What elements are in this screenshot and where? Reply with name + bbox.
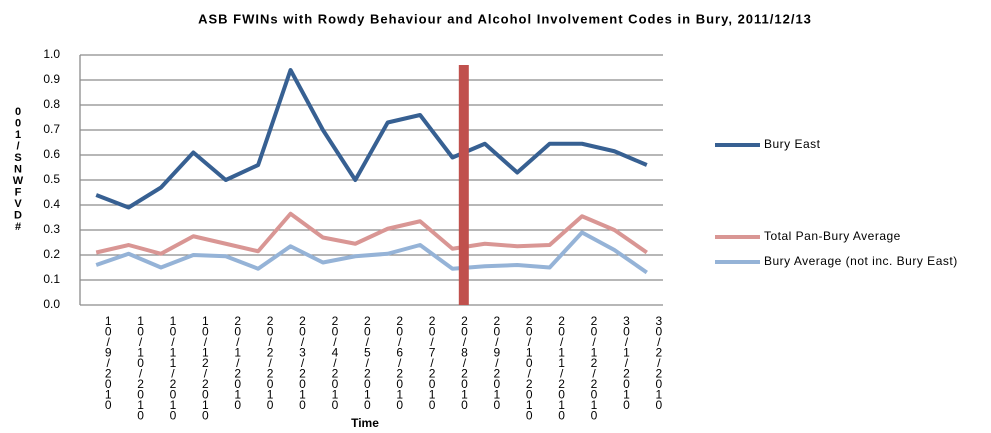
chart-title: ASB FWINs with Rowdy Behaviour and Alcoh…	[198, 11, 812, 26]
x-tick-label: 2 0/1/2 0 1 0	[234, 314, 241, 412]
y-tick-label: 1.0	[43, 47, 60, 61]
x-tick-label: 2 0/8/2 0 1 0	[461, 314, 468, 412]
legend-label: Total Pan-Bury Average	[764, 229, 901, 243]
x-tick-label: 2 0/7/2 0 1 0	[429, 314, 436, 412]
series-line	[95, 230, 648, 275]
y-tick-label: 0.6	[43, 147, 60, 161]
y-tick-label: 0.5	[43, 172, 60, 186]
y-axis-label: 0 0 1/S N W F V D #	[13, 106, 24, 233]
x-tick-label: 2 0/1 0/2 0 1 0	[526, 314, 533, 423]
y-tick-label: 0.3	[43, 222, 60, 236]
x-tick-label: 1 0/1 2/2 0 1 0	[202, 314, 209, 423]
y-tick-label: 0.8	[43, 97, 60, 111]
legend-label: Bury East	[764, 137, 821, 151]
x-tick-label: 1 0/1 0/2 0 1 0	[137, 314, 144, 423]
y-tick-label: 0.4	[43, 197, 60, 211]
reference-bar	[458, 65, 469, 305]
x-axis-label: Time	[351, 416, 379, 430]
x-tick-label: 3 0/2/2 0 1 0	[655, 314, 662, 412]
series-line	[95, 68, 648, 210]
series-line	[95, 211, 648, 256]
y-tick-label: 0.2	[43, 247, 60, 261]
y-tick-label: 0.0	[43, 297, 60, 311]
x-tick-label: 2 0/3/2 0 1 0	[299, 314, 306, 412]
y-tick-label: 0.1	[43, 272, 60, 286]
x-tick-label: 1 0/9/2 0 1 0	[105, 314, 112, 412]
x-tick-label: 2 0/1 1/2 0 1 0	[558, 314, 565, 423]
x-tick-label: 2 0/4/2 0 1 0	[332, 314, 339, 412]
legend-item: Bury Average (not inc. Bury East)	[764, 254, 958, 268]
x-tick-label: 2 0/9/2 0 1 0	[494, 314, 501, 412]
x-tick-label: 3 0/1/2 0 1 0	[623, 314, 630, 412]
legend-item: Total Pan-Bury Average	[764, 229, 901, 243]
legend-item: Bury East	[764, 137, 821, 151]
x-tick-label: 2 0/5/2 0 1 0	[364, 314, 371, 412]
x-tick-label: 1 0/1 1/2 0 1 0	[170, 314, 177, 423]
legend-label: Bury Average (not inc. Bury East)	[764, 254, 958, 268]
y-tick-label: 0.7	[43, 122, 60, 136]
y-tick-label: 0.9	[43, 72, 60, 86]
x-tick-label: 2 0/6/2 0 1 0	[396, 314, 403, 412]
x-tick-label: 2 0/1 2/2 0 1 0	[591, 314, 598, 423]
x-tick-label: 2 0/2/2 0 1 0	[267, 314, 274, 412]
